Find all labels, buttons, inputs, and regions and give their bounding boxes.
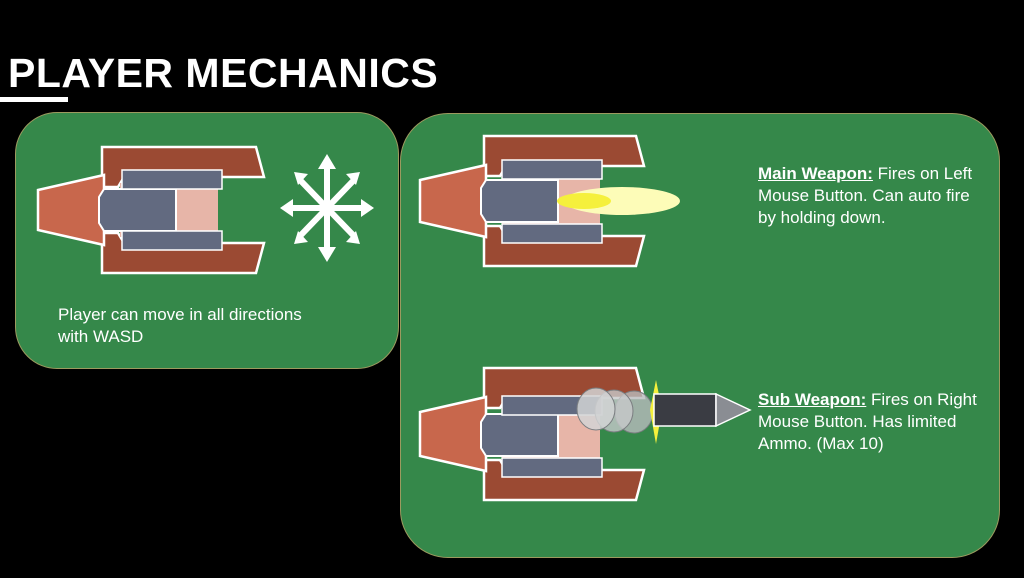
title-underline <box>0 97 68 102</box>
sub-weapon-text: Fires on Right Mouse Button. Has limited… <box>758 390 977 453</box>
player-ship-main-weapon-illustration <box>418 134 680 268</box>
missile-tip <box>715 392 752 428</box>
main-weapon-label: Main Weapon: <box>758 164 873 183</box>
player-ship-illustration <box>36 145 266 275</box>
page-title: PLAYER MECHANICS <box>8 50 439 96</box>
player-ship-sub-weapon-illustration <box>418 366 752 502</box>
sub-weapon-description: Sub Weapon: Fires on Right Mouse Button.… <box>758 389 983 455</box>
missile-smoke <box>576 387 654 434</box>
movement-description: Player can move in all directions with W… <box>58 305 302 346</box>
main-weapon-text: Fires on Left Mouse Button. Can auto fir… <box>758 164 973 227</box>
sub-weapon-label: Sub Weapon: <box>758 390 867 409</box>
missile-body <box>653 393 717 427</box>
main-weapon-description: Main Weapon: Fires on Left Mouse Button.… <box>758 163 983 229</box>
bullet <box>557 193 611 209</box>
eight-direction-arrows-icon <box>280 154 374 262</box>
